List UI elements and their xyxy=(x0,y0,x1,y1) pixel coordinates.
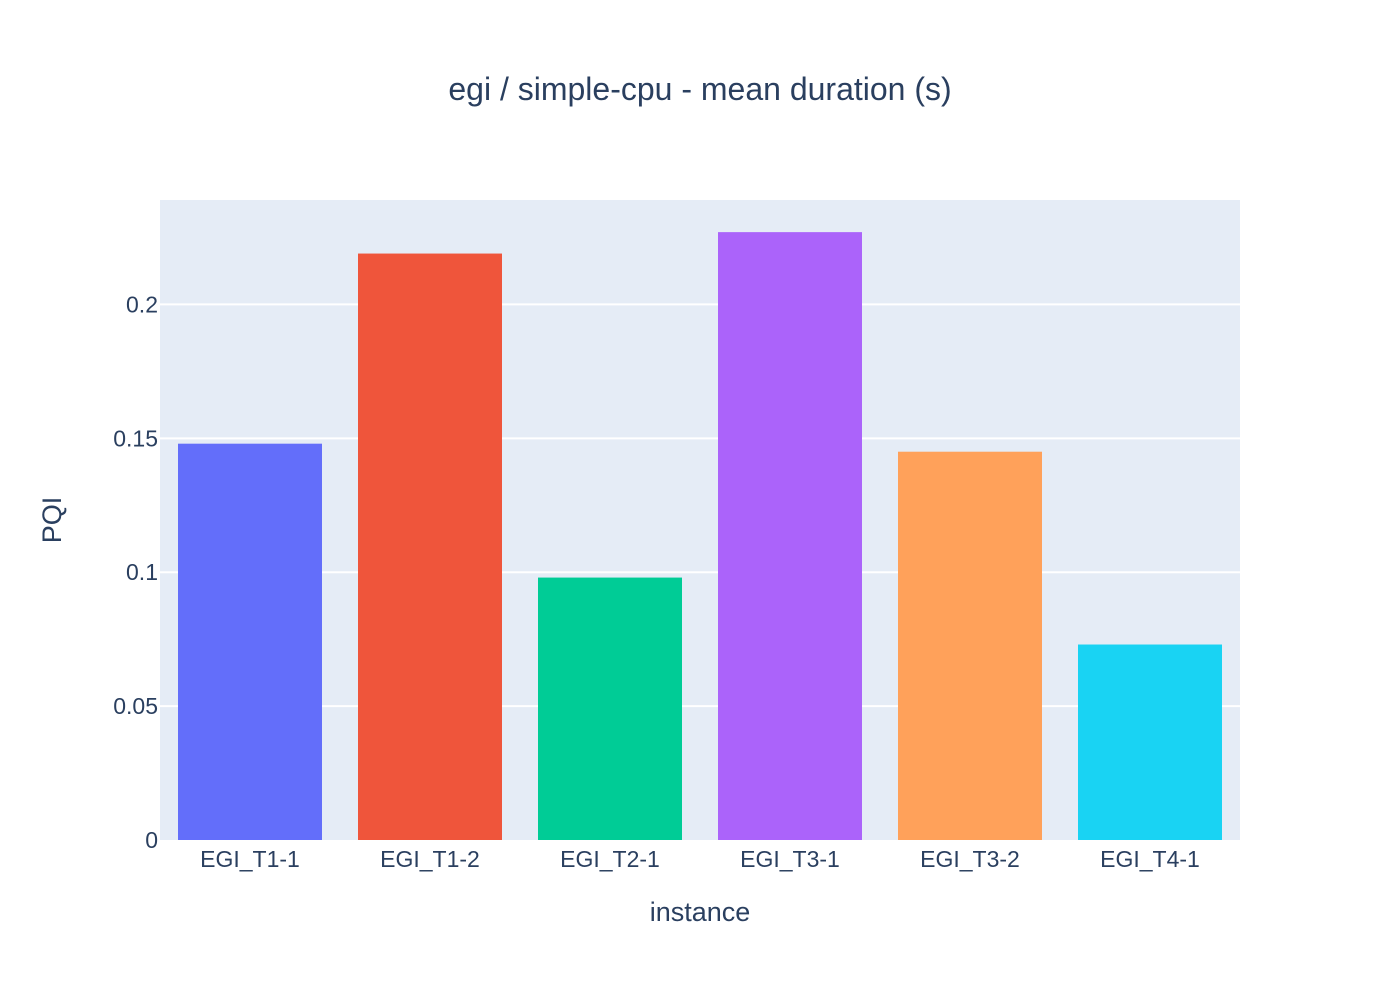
y-tick-label: 0 xyxy=(145,827,158,853)
bar xyxy=(718,232,862,840)
bar xyxy=(178,443,322,840)
bar xyxy=(538,577,682,840)
x-tick-label: EGI_T1-1 xyxy=(200,846,300,872)
y-tick-label: 0.1 xyxy=(126,559,158,585)
x-tick-label: EGI_T1-2 xyxy=(380,846,480,872)
chart-title: egi / simple-cpu - mean duration (s) xyxy=(448,71,951,107)
x-axis-title: instance xyxy=(650,897,751,927)
bar xyxy=(358,253,502,840)
x-tick-label: EGI_T2-1 xyxy=(560,846,660,872)
bars xyxy=(178,232,1222,840)
y-tick-label: 0.15 xyxy=(113,425,158,451)
y-axis-title: PQI xyxy=(37,497,67,544)
plot-area xyxy=(160,200,1240,840)
x-tick-label: EGI_T3-1 xyxy=(740,846,840,872)
y-tick-label: 0.05 xyxy=(113,693,158,719)
x-axis-ticks: EGI_T1-1 EGI_T1-2 EGI_T2-1 EGI_T3-1 EGI_T3-2… xyxy=(200,846,1200,872)
gridlines xyxy=(160,303,1240,708)
y-axis-ticks: 0 0.05 0.1 0.15 0.2 xyxy=(113,291,158,853)
bar xyxy=(898,451,1042,840)
x-tick-label: EGI_T3-2 xyxy=(920,846,1020,872)
x-tick-label: EGI_T4-1 xyxy=(1100,846,1200,872)
y-tick-label: 0.2 xyxy=(126,291,158,317)
bar xyxy=(1078,644,1222,840)
